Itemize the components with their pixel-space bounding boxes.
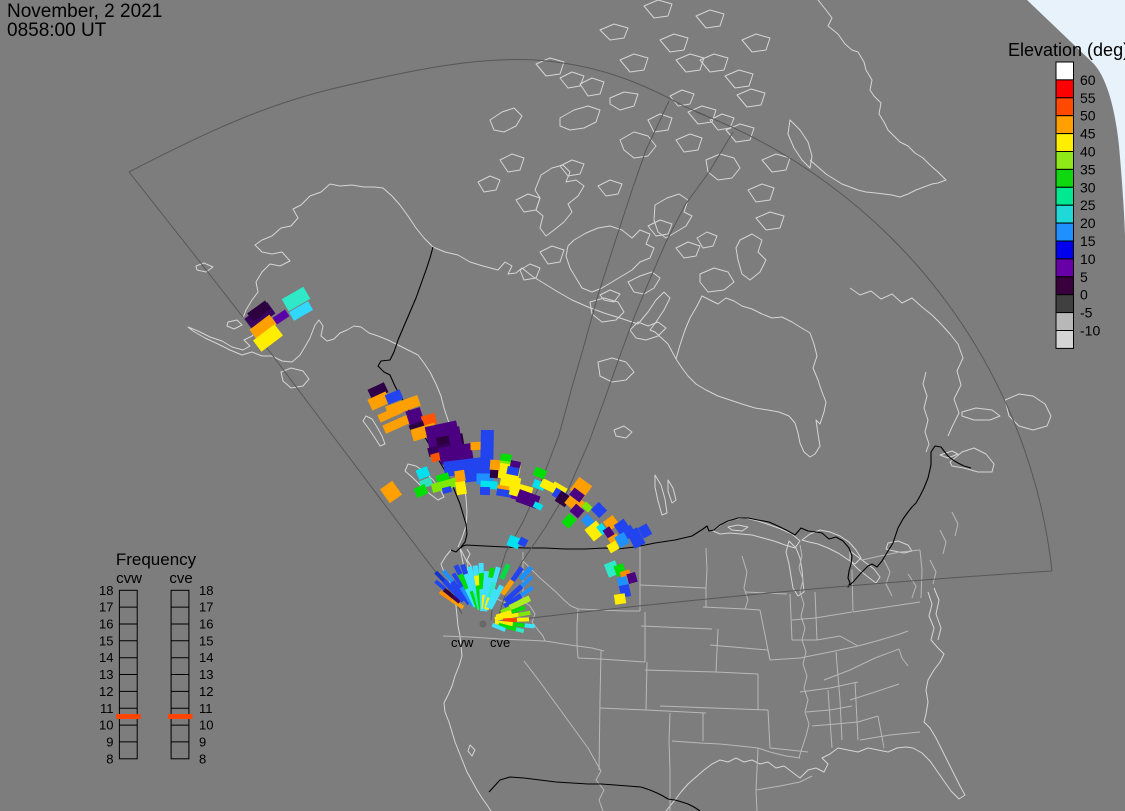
svg-text:15: 15 — [99, 633, 113, 648]
svg-text:16: 16 — [99, 617, 113, 632]
svg-text:45: 45 — [1080, 126, 1096, 142]
svg-text:cve: cve — [169, 570, 192, 587]
svg-text:cvw: cvw — [116, 570, 142, 587]
svg-text:11: 11 — [199, 701, 213, 716]
svg-text:18: 18 — [99, 583, 113, 598]
svg-text:17: 17 — [199, 600, 213, 615]
svg-text:15: 15 — [1080, 233, 1096, 249]
svg-text:9: 9 — [106, 734, 113, 749]
svg-text:55: 55 — [1080, 90, 1096, 106]
svg-text:16: 16 — [199, 617, 213, 632]
svg-text:10: 10 — [199, 718, 213, 733]
svg-text:Frequency: Frequency — [116, 550, 197, 569]
svg-text:11: 11 — [100, 701, 114, 716]
svg-text:8: 8 — [199, 751, 206, 766]
svg-text:35: 35 — [1080, 161, 1096, 177]
svg-text:November, 2 2021: November, 2 2021 — [7, 1, 162, 22]
svg-text:cve: cve — [490, 635, 510, 650]
svg-text:20: 20 — [1080, 215, 1096, 231]
svg-text:40: 40 — [1080, 144, 1096, 160]
svg-text:Elevation (deg): Elevation (deg) — [1008, 40, 1125, 60]
svg-text:0: 0 — [1080, 287, 1088, 303]
svg-text:12: 12 — [99, 684, 113, 699]
svg-text:10: 10 — [1080, 251, 1096, 267]
svg-text:5: 5 — [1080, 269, 1088, 285]
svg-text:14: 14 — [99, 650, 113, 665]
svg-text:18: 18 — [199, 583, 213, 598]
svg-text:8: 8 — [106, 751, 113, 766]
svg-text:15: 15 — [199, 633, 213, 648]
svg-text:50: 50 — [1080, 108, 1096, 124]
svg-text:cvw: cvw — [451, 635, 474, 650]
svg-text:13: 13 — [199, 667, 213, 682]
svg-text:12: 12 — [199, 684, 213, 699]
svg-text:30: 30 — [1080, 179, 1096, 195]
svg-text:10: 10 — [99, 718, 113, 733]
svg-text:17: 17 — [99, 600, 113, 615]
svg-text:-5: -5 — [1080, 305, 1093, 321]
svg-text:25: 25 — [1080, 197, 1096, 213]
svg-text:13: 13 — [99, 667, 113, 682]
svg-text:60: 60 — [1080, 72, 1096, 88]
svg-text:9: 9 — [199, 734, 206, 749]
svg-text:-10: -10 — [1080, 323, 1100, 339]
svg-text:14: 14 — [199, 650, 213, 665]
svg-text:0858:00 UT: 0858:00 UT — [7, 20, 107, 41]
